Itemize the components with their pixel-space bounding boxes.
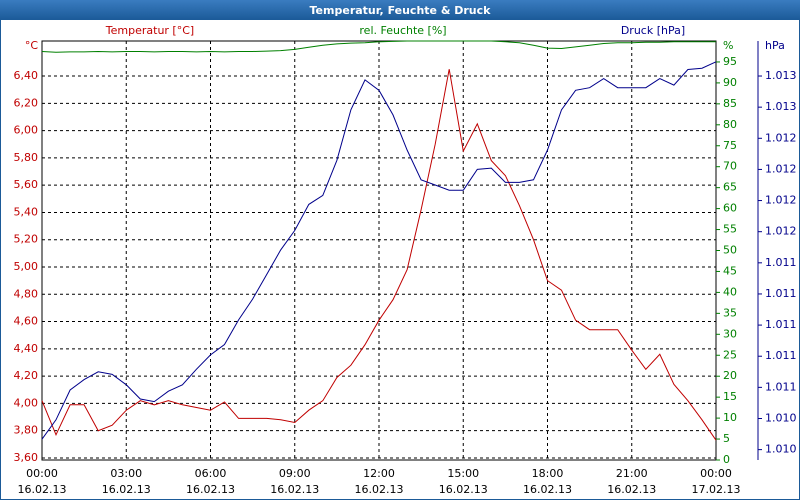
y-tick-label: 4,00: [14, 396, 39, 409]
y2-tick-label: 5: [723, 432, 730, 445]
y3-tick-label: 1.011: [765, 287, 797, 300]
x-tick-label: 03:00: [110, 467, 142, 480]
x-tick-date: 17.02.13: [692, 483, 741, 496]
x-tick-label: 12:00: [363, 467, 395, 480]
y3-tick-label: 1.011: [765, 318, 797, 331]
y2-unit: %: [723, 39, 733, 52]
y2-tick-label: 10: [723, 411, 737, 424]
x-tick-date: 16.02.13: [102, 483, 151, 496]
series-line: [41, 40, 716, 53]
y3-tick-label: 1.013: [765, 100, 797, 113]
y2-tick-label: 85: [723, 97, 737, 110]
y2-axis-title: rel. Feuchte [%]: [359, 24, 446, 37]
title-bar: [0, 0, 800, 20]
y-tick-label: 6,20: [14, 96, 39, 109]
series-line: [41, 69, 717, 441]
y3-tick-label: 1.012: [765, 162, 797, 175]
y-tick-label: 5,40: [14, 205, 39, 218]
x-tick-date: 16.02.13: [270, 483, 319, 496]
y2-tick-label: 30: [723, 327, 737, 340]
x-tick-label: 15:00: [447, 467, 479, 480]
y-tick-label: 4,40: [14, 342, 39, 355]
y2-tick-label: 95: [723, 55, 737, 68]
y2-tick-label: 65: [723, 181, 737, 194]
y-tick-label: 6,00: [14, 124, 39, 137]
y2-tick-label: 70: [723, 160, 737, 173]
y-tick-label: 4,60: [14, 315, 39, 328]
y3-tick-label: 1.011: [765, 380, 797, 393]
x-tick-label: 21:00: [616, 467, 648, 480]
y2-tick-label: 45: [723, 264, 737, 277]
y3-tick-label: 1.011: [765, 349, 797, 362]
y2-tick-label: 40: [723, 285, 737, 298]
y2-tick-label: 0: [723, 453, 730, 466]
y-tick-label: 5,80: [14, 151, 39, 164]
x-tick-label: 18:00: [532, 467, 564, 480]
y-tick-label: 4,80: [14, 287, 39, 300]
x-tick-label: 00:00: [26, 467, 58, 480]
y-tick-label: 3,60: [14, 451, 39, 464]
y2-tick-label: 15: [723, 390, 737, 403]
x-tick-date: 16.02.13: [186, 483, 235, 496]
y3-tick-label: 1.011: [765, 256, 797, 269]
x-tick-label: 00:00: [700, 467, 732, 480]
y2-tick-label: 25: [723, 348, 737, 361]
y2-tick-label: 35: [723, 306, 737, 319]
y3-tick-label: 1.010: [765, 411, 797, 424]
y-tick-label: 3,80: [14, 424, 39, 437]
y2-tick-label: 75: [723, 139, 737, 152]
y3-tick-label: 1.012: [765, 225, 797, 238]
series-line: [41, 61, 717, 440]
y2-tick-label: 50: [723, 244, 737, 257]
y-unit: °C: [25, 39, 39, 52]
x-tick-label: 09:00: [279, 467, 311, 480]
x-tick-date: 16.02.13: [523, 483, 572, 496]
y-tick-label: 6,40: [14, 69, 39, 82]
x-tick-date: 16.02.13: [439, 483, 488, 496]
y2-tick-label: 80: [723, 118, 737, 131]
y3-unit: hPa: [765, 39, 785, 52]
y3-tick-label: 1.013: [765, 69, 797, 82]
y2-tick-label: 20: [723, 369, 737, 382]
y3-tick-label: 1.012: [765, 131, 797, 144]
x-tick-date: 16.02.13: [18, 483, 67, 496]
x-tick-date: 16.02.13: [607, 483, 656, 496]
y-tick-label: 5,20: [14, 233, 39, 246]
y-tick-label: 5,60: [14, 178, 39, 191]
y3-tick-label: 1.010: [765, 443, 797, 456]
chart-title: Temperatur, Feuchte & Druck: [310, 4, 492, 17]
y2-tick-label: 55: [723, 223, 737, 236]
x-tick-date: 16.02.13: [355, 483, 404, 496]
y3-tick-label: 1.012: [765, 194, 797, 207]
y-tick-label: 4,20: [14, 369, 39, 382]
y2-tick-label: 90: [723, 76, 737, 89]
x-tick-label: 06:00: [195, 467, 227, 480]
y-axis-title: Temperatur [°C]: [105, 24, 194, 37]
y3-axis-title: Druck [hPa]: [621, 24, 685, 37]
y-tick-label: 5,00: [14, 260, 39, 273]
y2-tick-label: 60: [723, 202, 737, 215]
